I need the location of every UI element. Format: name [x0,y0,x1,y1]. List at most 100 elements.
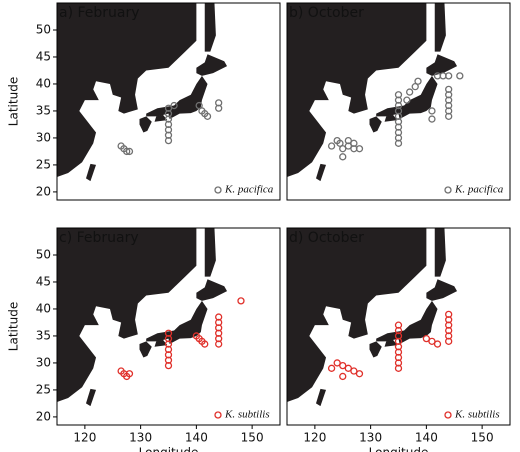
x-tick-label: 140 [415,431,438,445]
land [139,116,152,133]
sample-point [403,96,411,104]
sample-point [344,364,352,372]
sample-point [125,147,134,156]
map-panel: a) February 20 25 30 35 40 45 50 Latitude K. paci… [7,2,281,201]
legend-marker [214,411,222,419]
sample-point [237,297,245,305]
sample-point [355,370,364,378]
x-tick-label: 120 [73,431,96,445]
sample-point [428,115,436,123]
sample-point [394,321,403,329]
land [154,339,168,347]
panel-border [286,227,511,426]
land [369,341,382,358]
map-panel: b) October K. pacifica [286,2,511,201]
y-tick-label: 30 [36,355,51,369]
y-tick-label: 50 [36,22,51,36]
legend-label: K. pacifica [224,184,274,196]
sample-point [336,139,344,147]
sample-point [170,101,178,110]
y-axis-label: Latitude [7,77,21,126]
land [384,339,398,347]
y-tick-label: 30 [36,130,51,144]
sample-point [164,329,173,337]
sample-point [333,359,341,367]
map-panel: c) February 120 130 140 150 20 25 30 35 40 45 50 Lon… [7,227,281,452]
y-tick-label: 20 [36,409,51,423]
panel-title: a) February [59,5,140,21]
land [315,388,327,407]
land [376,75,438,120]
legend-label: K. subtilis [224,409,270,421]
legend-marker [444,186,452,194]
land [196,279,228,301]
x-tick-label: 140 [185,431,208,445]
plot-area [57,3,228,182]
legend-marker [444,411,452,419]
x-tick-label: 150 [241,431,264,445]
land [384,114,398,122]
land [426,54,458,76]
y-tick-label: 50 [36,247,51,261]
sample-point [344,142,352,150]
panel-title: c) February [59,230,139,246]
sample-point [414,77,422,85]
sample-point [350,367,358,375]
sample-point [411,83,419,91]
sample-point [195,101,203,110]
plot-area [57,228,245,407]
sample-point [405,88,414,96]
sample-point [394,91,403,99]
sample-point [456,72,464,80]
y-tick-label: 45 [36,49,51,63]
land [204,228,216,277]
land [204,3,216,52]
sample-point [445,72,453,80]
sample-point [327,142,336,150]
sample-point [339,361,347,370]
y-tick-label: 25 [36,157,51,171]
land [287,3,427,178]
sample-point [422,334,431,343]
land [315,163,327,182]
sample-point [123,147,131,156]
land [57,228,197,403]
sample-point [201,340,209,348]
land [57,3,197,178]
panel-border [56,2,281,201]
sample-point [215,99,223,107]
sample-point [339,372,347,381]
panel-title: d) October [289,230,364,246]
x-axis-label: Longitude [369,446,429,452]
y-tick-label: 25 [36,382,51,396]
land [146,300,208,345]
legend-label: K. subtilis [454,409,500,421]
panel-border [56,227,281,426]
land [85,163,97,182]
panel-title: b) October [289,5,364,21]
land [85,388,97,407]
sample-point [428,337,436,345]
y-tick-label: 40 [36,76,51,90]
land [139,341,152,358]
legend-label: K. pacifica [454,184,504,196]
sample-point [433,340,442,348]
land [426,279,458,301]
sample-point [125,370,134,378]
land [369,116,382,133]
land [196,54,228,76]
land [434,228,446,277]
y-tick-label: 45 [36,274,51,288]
x-tick-label: 130 [359,431,382,445]
sample-point [164,104,173,112]
sample-point [327,364,336,372]
x-axis-label: Longitude [139,446,199,452]
y-tick-label: 40 [36,301,51,315]
sample-point [203,112,212,120]
sample-point [339,153,347,161]
y-axis-label: Latitude [7,302,21,351]
x-tick-label: 120 [303,431,326,445]
sample-point [339,145,347,153]
sample-point [445,310,453,319]
